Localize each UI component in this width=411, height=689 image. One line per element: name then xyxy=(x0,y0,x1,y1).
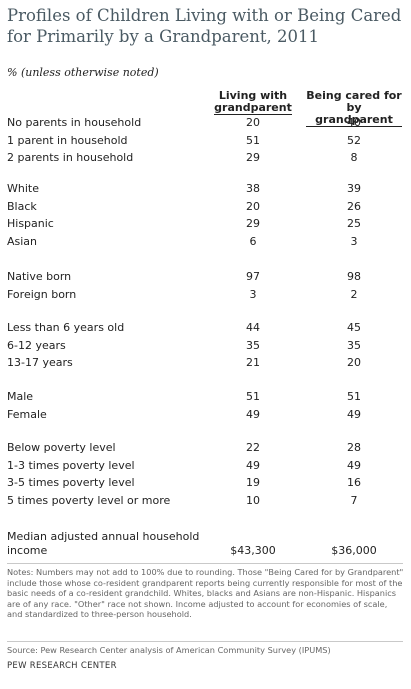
row-label: Less than 6 years old xyxy=(7,321,125,334)
row-label: 5 times poverty level or more xyxy=(7,494,171,508)
row-label: Asian xyxy=(7,235,38,249)
column-header-living-line1: Living with xyxy=(218,89,288,102)
cared-for-value: 52 xyxy=(347,133,361,147)
cared-for-value: 35 xyxy=(347,338,361,352)
cared-for-value: 40 xyxy=(347,116,361,129)
living-with-value: 29 xyxy=(246,217,260,231)
page-title: Profiles of Children Living with or Bein… xyxy=(7,6,402,46)
subtitle: % (unless otherwise noted) xyxy=(7,66,159,79)
cared-for-value: 98 xyxy=(347,270,361,283)
table-row: Native born 97 98 xyxy=(0,270,411,287)
table-row: 13-17 years 21 20 xyxy=(0,356,411,373)
row-label: White xyxy=(7,182,39,195)
cared-for-value: 49 xyxy=(347,407,361,421)
living-with-value: 22 xyxy=(246,441,260,454)
living-with-value: 35 xyxy=(246,338,260,352)
table-row: Black 20 26 xyxy=(0,200,411,217)
cared-for-value: 49 xyxy=(347,458,361,472)
table-row: No parents in household 20 40 xyxy=(0,116,411,133)
table-row: 6-12 years 35 35 xyxy=(0,339,411,356)
median-income-label-line2: income xyxy=(7,544,48,557)
row-label: 1 parent in household xyxy=(7,133,128,147)
table-row: Hispanic 29 25 xyxy=(0,217,411,234)
cared-for-value: 8 xyxy=(350,151,358,165)
row-label: 3-5 times poverty level xyxy=(7,476,135,490)
living-with-value: 19 xyxy=(246,476,260,490)
column-header-cared: Being cared for by grandparent xyxy=(306,90,402,127)
table-row: Less than 6 years old 44 45 xyxy=(0,321,411,338)
column-header-cared-line1: Being cared for xyxy=(306,89,402,102)
column-header-cared-line2: by grandparent xyxy=(306,102,402,127)
row-label: Foreign born xyxy=(7,287,77,301)
cared-for-value: 16 xyxy=(347,476,361,490)
row-label: Below poverty level xyxy=(7,441,116,454)
source: Source: Pew Research Center analysis of … xyxy=(7,645,331,655)
living-with-value: 38 xyxy=(246,182,260,195)
cared-for-value: 3 xyxy=(350,235,358,249)
row-label: 13-17 years xyxy=(7,356,73,370)
table-row: Below poverty level 22 28 xyxy=(0,441,411,458)
median-income-cared: $36,000 xyxy=(331,544,377,557)
living-with-value: 29 xyxy=(246,151,260,165)
table-row: Foreign born 3 2 xyxy=(0,288,411,305)
divider xyxy=(7,563,403,564)
table-row: White 38 39 xyxy=(0,182,411,199)
row-label: Native born xyxy=(7,270,72,283)
row-label: Hispanic xyxy=(7,217,54,231)
table-row: Male 51 51 xyxy=(0,390,411,407)
column-header-living: Living with grandparent xyxy=(205,90,301,115)
living-with-value: 97 xyxy=(246,270,260,283)
table-row: 1-3 times poverty level 49 49 xyxy=(0,459,411,476)
living-with-value: 49 xyxy=(246,458,260,472)
cared-for-value: 20 xyxy=(347,356,361,370)
table-row: Asian 6 3 xyxy=(0,235,411,252)
living-with-value: 20 xyxy=(246,116,260,129)
living-with-value: 10 xyxy=(246,494,260,508)
cared-for-value: 25 xyxy=(347,217,361,231)
cared-for-value: 28 xyxy=(347,441,361,454)
organization-name: PEW RESEARCH CENTER xyxy=(7,661,117,671)
living-with-value: 3 xyxy=(249,287,257,301)
cared-for-value: 39 xyxy=(347,182,361,195)
table-row: 2 parents in household 29 8 xyxy=(0,151,411,168)
living-with-value: 44 xyxy=(246,321,260,334)
cared-for-value: 45 xyxy=(347,321,361,334)
median-income-label-line1: Median adjusted annual household xyxy=(7,530,200,543)
median-income-living: $43,300 xyxy=(230,544,276,557)
row-label: 1-3 times poverty level xyxy=(7,458,135,472)
cared-for-value: 51 xyxy=(347,390,361,403)
row-label: 6-12 years xyxy=(7,338,66,352)
cared-for-value: 2 xyxy=(350,287,358,301)
table-row: 5 times poverty level or more 10 7 xyxy=(0,494,411,511)
table-row: 1 parent in household 51 52 xyxy=(0,134,411,151)
row-label: 2 parents in household xyxy=(7,151,134,165)
table-row: 3-5 times poverty level 19 16 xyxy=(0,476,411,493)
row-label: Black xyxy=(7,199,37,213)
notes: Notes: Numbers may not add to 100% due t… xyxy=(7,567,404,619)
column-header-living-line2: grandparent xyxy=(214,101,292,115)
living-with-value: 6 xyxy=(249,235,257,249)
row-label: Male xyxy=(7,390,34,403)
living-with-value: 20 xyxy=(246,199,260,213)
divider xyxy=(7,641,403,642)
living-with-value: 51 xyxy=(246,390,260,403)
median-income-label: Median adjusted annual household income xyxy=(7,530,207,558)
living-with-value: 21 xyxy=(246,356,260,370)
row-label: No parents in household xyxy=(7,116,142,129)
cared-for-value: 26 xyxy=(347,199,361,213)
table-row: Female 49 49 xyxy=(0,408,411,425)
cared-for-value: 7 xyxy=(350,494,358,508)
living-with-value: 49 xyxy=(246,407,260,421)
row-label: Female xyxy=(7,407,47,421)
living-with-value: 51 xyxy=(246,133,260,147)
